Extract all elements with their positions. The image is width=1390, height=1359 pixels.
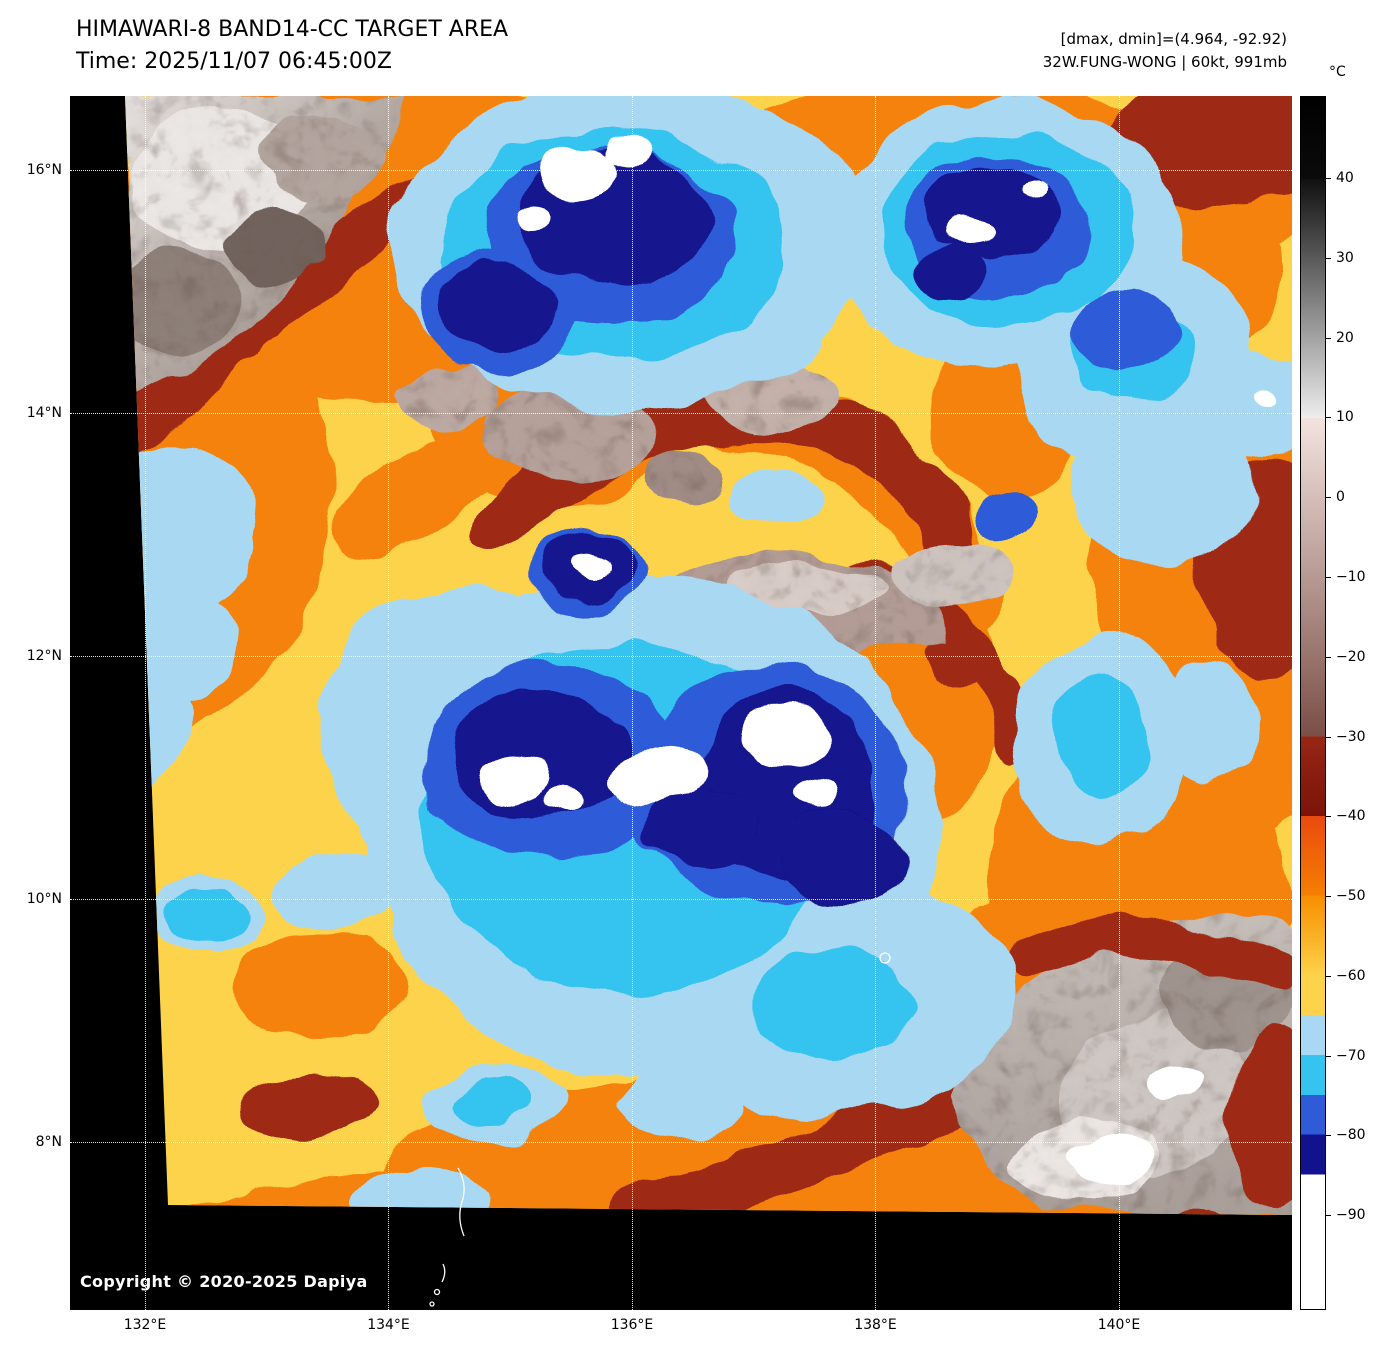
colorbar <box>1300 96 1326 1310</box>
colorbar-tick-label: 10 <box>1336 409 1354 426</box>
colorbar-tick-label: −70 <box>1336 1047 1366 1064</box>
colorbar-tick-mark <box>1326 497 1331 499</box>
colorbar-tick-label: −20 <box>1336 648 1366 665</box>
longitude-tick-label: 134°E <box>367 1317 410 1333</box>
colorbar-tick-label: −30 <box>1336 728 1366 745</box>
colorbar-tick-mark <box>1326 975 1331 977</box>
colorbar-tick-label: −50 <box>1336 888 1366 905</box>
colorbar-tick-mark <box>1326 1215 1331 1217</box>
colorbar-tick-mark <box>1326 417 1331 419</box>
colorbar-tick-mark <box>1326 337 1331 339</box>
latitude-tick-label: 16°N <box>26 161 62 178</box>
longitude-tick-label: 136°E <box>610 1317 654 1333</box>
colorbar-tick-label: −10 <box>1336 568 1366 585</box>
cold-cloud-tops <box>125 96 1292 1215</box>
colorbar-tick-mark <box>1326 576 1331 578</box>
coastlines <box>429 952 891 1307</box>
timestamp: Time: 2025/11/07 06:45:00Z <box>76 49 392 74</box>
colorbar-tick-label: −80 <box>1336 1127 1366 1144</box>
page-title: HIMAWARI-8 BAND14-CC TARGET AREA <box>76 17 509 42</box>
colorbar-tick-label: −40 <box>1336 808 1366 825</box>
colorbar-tick-mark <box>1326 257 1331 259</box>
colorbar-tick-label: 0 <box>1336 489 1345 506</box>
colorbar-tick-mark <box>1326 178 1331 180</box>
latitude-tick-label: 10°N <box>26 891 62 908</box>
colorbar-tick-mark <box>1326 1135 1331 1137</box>
colorbar-tick-label: −60 <box>1336 967 1366 984</box>
warm-overlays <box>1002 917 1292 1215</box>
title-block: HIMAWARI-8 BAND14-CC TARGET AREA Time: 2… <box>76 14 508 78</box>
warm-dry-regions <box>125 96 1292 1215</box>
copyright: Copyright © 2020-2025 Dapiya <box>80 1272 368 1291</box>
colorbar-tick-mark <box>1326 896 1331 898</box>
colorbar-tick-label: 40 <box>1336 170 1354 187</box>
colorbar-tick-label: 20 <box>1336 329 1354 346</box>
latitude-tick-label: 8°N <box>35 1134 62 1151</box>
map-area: Copyright © 2020-2025 Dapiya <box>70 96 1292 1310</box>
latitude-tick-label: 14°N <box>26 405 62 422</box>
colorbar-tick-mark <box>1326 736 1331 738</box>
colorbar-tick-mark <box>1326 816 1331 818</box>
overshooting-tops <box>480 138 1274 1184</box>
colorbar-tick-mark <box>1326 1055 1331 1057</box>
longitude-tick-label: 140°E <box>1097 1317 1141 1333</box>
latitude-tick-label: 12°N <box>26 648 62 665</box>
info-block: [dmax, dmin]=(4.964, -92.92) 32W.FUNG-WO… <box>1043 28 1287 74</box>
storm-info: 32W.FUNG-WONG | 60kt, 991mb <box>1042 53 1287 71</box>
colorbar-unit-label: °C <box>1329 64 1346 80</box>
colorbar-tick-label: −90 <box>1336 1207 1366 1224</box>
longitude-tick-label: 132°E <box>123 1317 167 1333</box>
colorbar-tick-label: 30 <box>1336 249 1354 266</box>
longitude-tick-label: 138°E <box>854 1317 897 1333</box>
dmax-dmin-readout: [dmax, dmin]=(4.964, -92.92) <box>1060 30 1287 48</box>
satellite-image <box>125 96 1292 1307</box>
colorbar-tick-mark <box>1326 656 1331 658</box>
